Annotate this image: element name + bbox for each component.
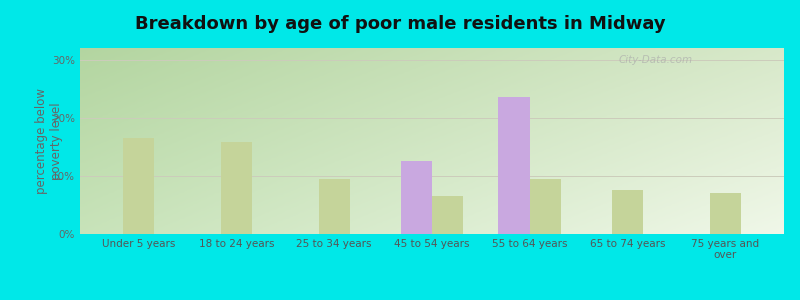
Bar (432, 196, 463, 234)
Bar (318, 179, 350, 234)
Bar (498, 98, 530, 234)
Bar (401, 161, 432, 234)
Bar (710, 193, 741, 234)
Bar (530, 179, 561, 234)
Y-axis label: percentage below
poverty level: percentage below poverty level (35, 88, 63, 194)
Bar (612, 190, 643, 234)
Bar (221, 142, 252, 234)
Bar (123, 138, 154, 234)
Text: City-Data.com: City-Data.com (619, 55, 693, 65)
Text: Breakdown by age of poor male residents in Midway: Breakdown by age of poor male residents … (134, 15, 666, 33)
